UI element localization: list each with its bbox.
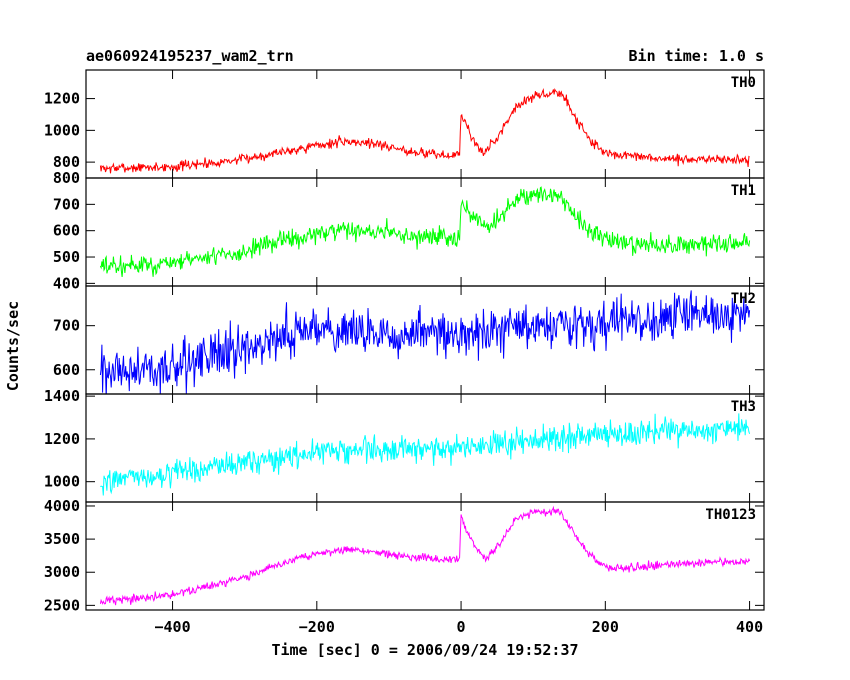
chart-title: ae060924195237_wam2_trn	[86, 47, 294, 65]
x-tick-label: −200	[299, 618, 335, 636]
x-axis-label: Time [sec] 0 = 2006/09/24 19:52:37	[271, 641, 578, 659]
y-tick-label: 1200	[44, 430, 80, 448]
panel-frame-th0	[85, 69, 765, 179]
y-axis-label: Counts/sec	[4, 301, 22, 391]
series-line-th0123	[99, 505, 751, 606]
panel-th1: 400 500 600 700 800 TH1	[53, 169, 765, 292]
panel-th0: 800 1000 1200 TH0	[44, 69, 765, 179]
bin-time-label: Bin time: 1.0 s	[629, 47, 764, 65]
y-tick-label: 600	[53, 222, 80, 240]
panel-th2: 600 700 TH2	[53, 285, 765, 395]
y-tick-label: 3000	[44, 563, 80, 581]
series-line-th2	[99, 290, 751, 394]
y-tick-label: 700	[53, 195, 80, 213]
panel-frame-th1	[85, 177, 765, 287]
panel-th0123: 2500 3000 3500 4000 TH0123	[44, 497, 765, 614]
panel-th3: 1000 1200 1400 TH3	[44, 387, 765, 503]
y-tick-label: 500	[53, 248, 80, 266]
y-tick-label: 1400	[44, 387, 80, 405]
y-tick-label: 1000	[44, 473, 80, 491]
series-line-th1	[99, 186, 751, 277]
y-tick-label: 1000	[44, 121, 80, 139]
panel-frame-th2	[85, 285, 765, 395]
x-tick-label: −400	[154, 618, 190, 636]
panel-frame-th3	[85, 393, 765, 503]
series-line-th3	[100, 413, 751, 496]
series-line-th0	[99, 87, 750, 174]
x-tick-label: 400	[736, 618, 763, 636]
series-label-th1: TH1	[731, 183, 756, 199]
panel-stack: 800 1000 1200 TH0 400 500 600 700 800 TH1 600 700 TH…	[44, 69, 765, 636]
x-tick-label: 200	[592, 618, 619, 636]
x-tick-label: 0	[457, 618, 466, 636]
y-tick-label: 800	[53, 169, 80, 187]
y-tick-label: 700	[53, 317, 80, 335]
y-tick-label: 2500	[44, 596, 80, 614]
y-tick-label: 600	[53, 361, 80, 379]
series-label-th0123: TH0123	[705, 507, 756, 523]
y-tick-label: 800	[53, 153, 80, 171]
series-label-th2: TH2	[731, 291, 756, 307]
series-label-th3: TH3	[731, 399, 756, 415]
panel-frame-th0123	[85, 501, 765, 611]
y-tick-label: 1200	[44, 90, 80, 108]
y-tick-label: 4000	[44, 497, 80, 515]
y-tick-label: 3500	[44, 530, 80, 548]
series-label-th0: TH0	[731, 75, 756, 91]
y-tick-label: 400	[53, 274, 80, 292]
